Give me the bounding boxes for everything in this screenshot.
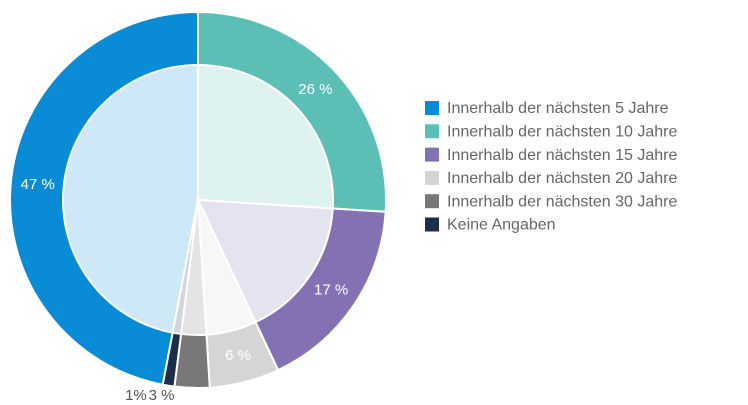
value-label: 26 % (298, 81, 332, 98)
legend-label: Innerhalb der nächsten 30 Jahre (447, 193, 677, 210)
legend-swatch (425, 194, 439, 209)
pie-slice-inner (197, 63, 334, 210)
legend-swatch (425, 124, 439, 139)
legend-label: Keine Angaben (447, 217, 556, 234)
legend-label: Innerhalb der nächsten 5 Jahre (447, 100, 669, 117)
value-label: 6 % (225, 347, 251, 364)
pie-slice-inner (196, 198, 334, 324)
pie-slice-inner (171, 199, 199, 336)
legend-swatch (425, 101, 439, 115)
legend-label: Innerhalb der nächsten 10 Jahre (447, 124, 677, 141)
pie-slice-inner (62, 63, 199, 334)
value-label: 47 % (21, 176, 55, 193)
legend-label: Innerhalb der nächsten 15 Jahre (447, 147, 677, 164)
legend-label: Innerhalb der nächsten 20 Jahre (447, 170, 677, 187)
legend-swatch (425, 170, 439, 185)
value-label: 17 % (314, 281, 348, 298)
legend-swatch (425, 217, 439, 232)
value-label: 1% (125, 387, 147, 404)
value-label: 3 % (149, 387, 175, 404)
legend-swatch (425, 147, 439, 162)
